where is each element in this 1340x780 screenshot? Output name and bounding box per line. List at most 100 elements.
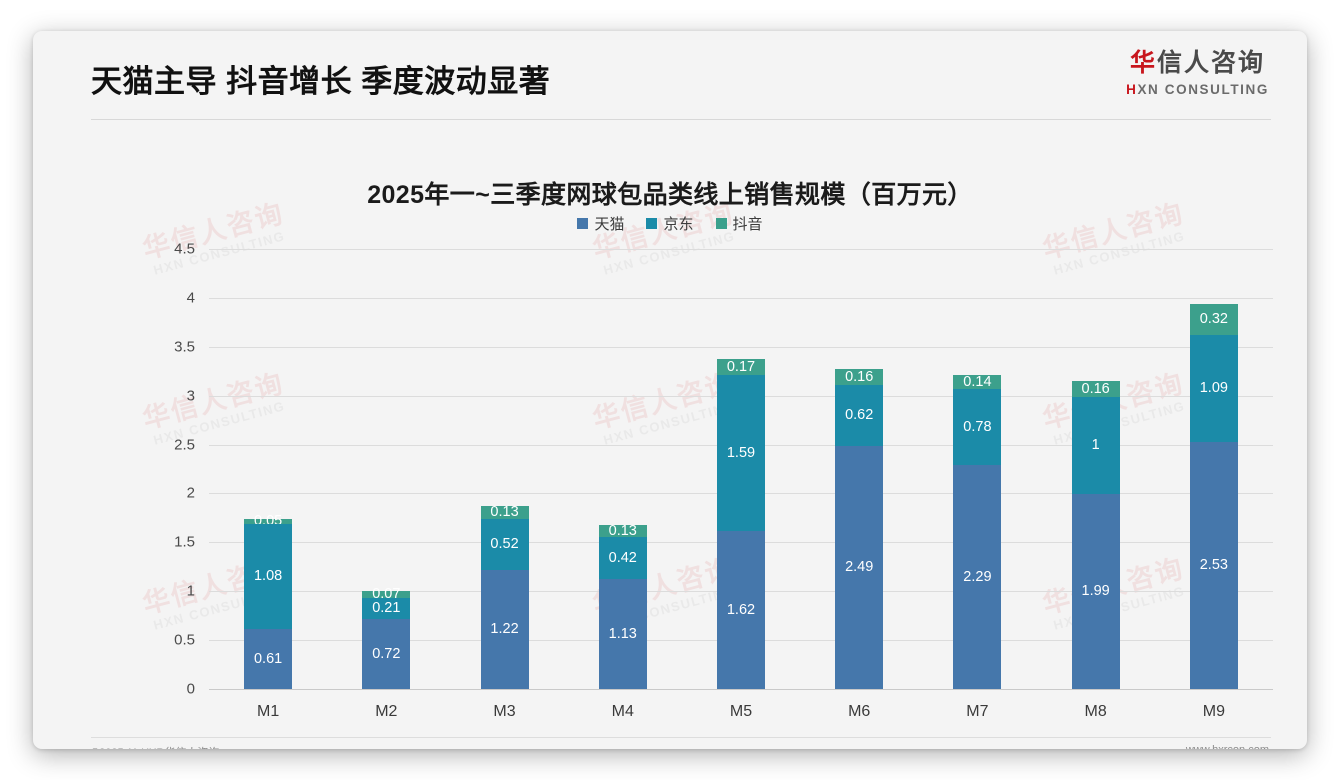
y-axis-tick: 0	[186, 680, 195, 698]
slide-header: 天猫主导 抖音增长 季度波动显著 华信人咨询 HXN CONSULTING	[33, 31, 1307, 120]
bar-segment-抖音-M7[interactable]: 0.14	[953, 373, 1002, 390]
x-axis-tick-labels: M1 M2 M3 M4 M5 M6 M7 M8 M9	[209, 703, 1273, 721]
y-axis-tick: 4	[186, 289, 195, 307]
header-divider	[91, 119, 1271, 120]
legend-swatch-icon	[646, 218, 658, 229]
bar-value-label: 0.42	[608, 549, 637, 566]
bar-segment-天猫-M9[interactable]: 2.53	[1189, 441, 1238, 689]
bar-value-label: 0.52	[490, 536, 519, 553]
bar-group-M9[interactable]: 0.32 1.09 2.53	[1189, 249, 1238, 689]
bar-value-label: 0.21	[372, 600, 401, 617]
bar-value-label: 1.22	[490, 621, 519, 638]
footer-website[interactable]: www.hxrcon.com	[1186, 744, 1269, 749]
bar-segment-抖音-M9[interactable]: 0.32	[1189, 303, 1238, 336]
bar-value-label: 0.14	[963, 373, 992, 390]
bar-segment-天猫-M1[interactable]: 0.61	[244, 629, 293, 689]
bar-segment-京东-M6[interactable]: 0.62	[835, 384, 884, 446]
bar-segment-天猫-M3[interactable]: 1.22	[480, 569, 529, 689]
bar-segment-京东-M2[interactable]: 0.21	[362, 598, 411, 619]
bar-value-label: 0.62	[845, 406, 874, 423]
page-title: 天猫主导 抖音增长 季度波动显著	[91, 64, 551, 99]
bar-group-M6[interactable]: 0.16 0.62 2.49	[835, 249, 884, 689]
chart-title: 2025年一~三季度网球包品类线上销售规模（百万元）	[367, 181, 973, 209]
bar-segment-抖音-M4[interactable]: 0.13	[598, 522, 647, 539]
bar-segment-天猫-M8[interactable]: 1.99	[1071, 494, 1120, 689]
legend-item-抖音[interactable]: 抖音	[715, 213, 763, 234]
bar-group-M1[interactable]: 0.05 1.08 0.61	[244, 249, 293, 689]
x-axis-tick-M6: M6	[848, 703, 871, 720]
bar-value-label: 0.07	[372, 586, 401, 603]
chart-plot-area: 4.5 4 3.5 3 2.5 2 1.5 1 0.5 0 0.05 1.08 0.61 0.07 0.2…	[163, 241, 1273, 698]
y-axis-tick: 0.5	[174, 631, 195, 649]
logo-cn-red-char: 华	[1130, 49, 1158, 77]
bar-segment-京东-M1[interactable]: 1.08	[244, 523, 293, 630]
bar-segment-京东-M9[interactable]: 1.09	[1189, 335, 1238, 442]
bar-segment-京东-M4[interactable]: 0.42	[598, 537, 647, 579]
x-axis-tick-M8: M8	[1084, 703, 1107, 720]
bar-value-label: 0.78	[963, 418, 992, 435]
bar-value-label: 1.09	[1199, 380, 1228, 397]
x-axis-tick-M7: M7	[966, 703, 989, 720]
bar-value-label: 0.13	[608, 522, 637, 539]
bar-segment-天猫-M4[interactable]: 1.13	[598, 578, 647, 689]
bar-value-label: 1.08	[253, 568, 283, 585]
bar-segment-京东-M7[interactable]: 0.78	[953, 388, 1002, 466]
bar-group-M5[interactable]: 0.17 1.59 1.62	[716, 249, 765, 689]
bar-segment-天猫-M6[interactable]: 2.49	[835, 445, 884, 689]
x-axis-tick-M2: M2	[375, 703, 398, 720]
x-axis-tick-M1: M1	[256, 703, 280, 720]
bar-segment-抖音-M8[interactable]: 0.16	[1071, 380, 1120, 397]
y-axis-tick: 1	[186, 582, 195, 600]
bar-value-label: 0.17	[726, 358, 756, 375]
bar-segment-抖音-M6[interactable]: 0.16	[835, 368, 884, 385]
bar-value-label: 2.29	[963, 568, 992, 585]
legend-label: 天猫	[594, 216, 625, 233]
bar-segment-京东-M3[interactable]: 0.52	[480, 518, 529, 570]
legend-item-天猫[interactable]: 天猫	[577, 213, 624, 234]
bar-value-label: 1.99	[1081, 583, 1110, 600]
logo-en-red-char: H	[1126, 82, 1138, 97]
bar-segment-抖音-M5[interactable]: 0.17	[716, 358, 765, 376]
y-axis-tick: 3.5	[174, 338, 195, 356]
legend-label: 京东	[663, 216, 694, 233]
y-axis-tick: 2	[186, 484, 195, 502]
footer-divider	[91, 737, 1271, 738]
bar-value-label: 1.59	[726, 444, 756, 461]
y-axis-tick: 3	[186, 387, 195, 405]
legend-label: 抖音	[732, 216, 763, 233]
bar-segment-抖音-M2[interactable]: 0.07	[362, 587, 411, 601]
x-axis-tick-M9: M9	[1202, 703, 1225, 720]
bar-segment-京东-M5[interactable]: 1.59	[716, 375, 765, 531]
bar-series-container: 0.05 1.08 0.61 0.07 0.21 0.72 0.13 0.52 1.22 0.13…	[209, 249, 1273, 689]
bar-group-M8[interactable]: 0.16 1 1.99	[1071, 249, 1120, 689]
bar-value-label: 0.32	[1199, 311, 1228, 328]
bar-segment-京东-M8[interactable]: 1	[1071, 396, 1120, 495]
bar-segment-抖音-M3[interactable]: 0.13	[480, 504, 529, 521]
bar-value-label: 1	[1091, 437, 1100, 454]
bar-value-label: 0.16	[1081, 380, 1110, 397]
bar-value-label: 0.13	[490, 504, 519, 521]
bar-value-label: 1.62	[726, 601, 756, 618]
bar-segment-天猫-M7[interactable]: 2.29	[953, 465, 1002, 689]
bar-group-M4[interactable]: 0.13 0.42 1.13	[598, 249, 647, 689]
y-axis-tick: 2.5	[174, 436, 195, 454]
y-axis-tick: 1.5	[174, 533, 195, 551]
bar-group-M2[interactable]: 0.07 0.21 0.72	[362, 249, 411, 689]
bar-value-label: 1.13	[608, 625, 637, 642]
legend-swatch-icon	[715, 218, 727, 229]
gridline	[209, 689, 1273, 690]
bar-group-M3[interactable]: 0.13 0.52 1.22	[480, 249, 529, 689]
gridline	[209, 297, 1273, 299]
bar-value-label: 2.49	[845, 559, 874, 576]
y-axis-tick: 4.5	[174, 240, 195, 258]
logo-english-text: HXN CONSULTING	[1126, 83, 1269, 97]
x-axis-tick-M3: M3	[493, 703, 516, 720]
legend-item-京东[interactable]: 京东	[646, 213, 694, 234]
bar-value-label: 0.61	[253, 650, 283, 667]
bar-group-M7[interactable]: 0.14 0.78 2.29	[953, 249, 1002, 689]
bar-segment-天猫-M5[interactable]: 1.62	[716, 530, 765, 689]
x-axis-tick-M4: M4	[611, 703, 634, 720]
bar-value-label: 0.16	[845, 368, 874, 385]
bar-segment-天猫-M2[interactable]: 0.72	[362, 618, 411, 689]
logo-cn-rest: 信人咨询	[1157, 49, 1266, 77]
